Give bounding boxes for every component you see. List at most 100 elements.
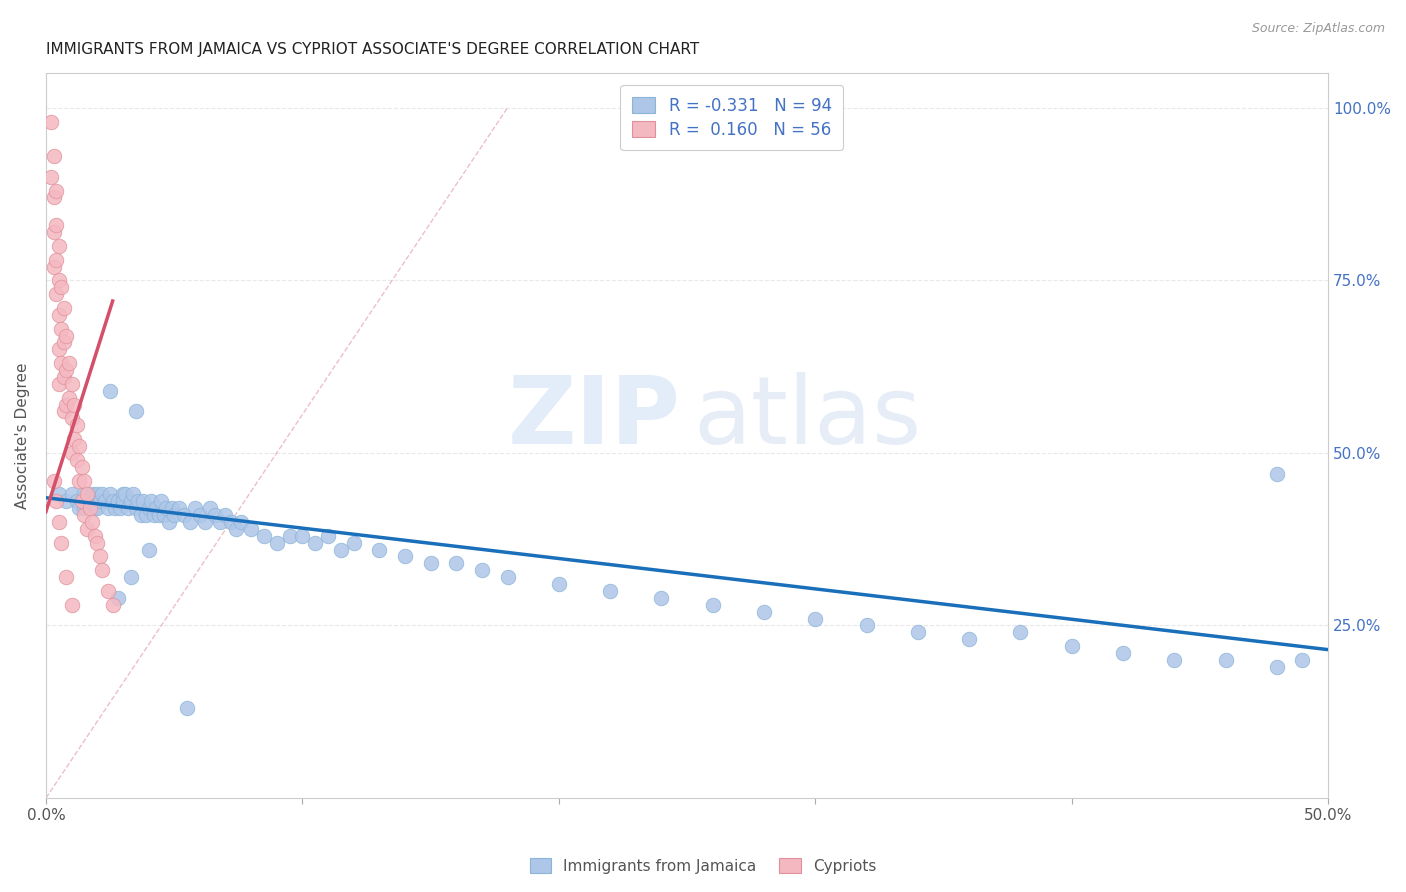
Point	[368, 542, 391, 557]
Point	[150, 494, 173, 508]
Point	[163, 508, 186, 522]
Point	[343, 535, 366, 549]
Legend: R = -0.331   N = 94, R =  0.160   N = 56: R = -0.331 N = 94, R = 0.160 N = 56	[620, 85, 844, 151]
Point	[110, 501, 132, 516]
Point	[82, 515, 104, 529]
Point	[122, 487, 145, 501]
Point	[63, 398, 86, 412]
Point	[855, 618, 877, 632]
Point	[183, 501, 205, 516]
Point	[52, 335, 75, 350]
Point	[52, 301, 75, 315]
Point	[55, 494, 77, 508]
Point	[39, 169, 62, 184]
Text: atlas: atlas	[693, 371, 922, 464]
Point	[120, 494, 142, 508]
Point	[48, 308, 70, 322]
Text: ZIP: ZIP	[508, 371, 681, 464]
Point	[48, 487, 70, 501]
Point	[907, 625, 929, 640]
Point	[111, 494, 134, 508]
Point	[957, 632, 980, 647]
Point	[155, 501, 177, 516]
Point	[153, 508, 176, 522]
Point	[66, 452, 89, 467]
Point	[127, 494, 149, 508]
Point	[89, 494, 111, 508]
Point	[73, 508, 96, 522]
Point	[45, 184, 67, 198]
Point	[73, 487, 96, 501]
Point	[117, 501, 139, 516]
Point	[42, 225, 65, 239]
Point	[198, 501, 221, 516]
Point	[52, 404, 75, 418]
Point	[73, 474, 96, 488]
Point	[60, 446, 83, 460]
Point	[94, 494, 117, 508]
Point	[145, 501, 167, 516]
Point	[129, 508, 152, 522]
Point	[1265, 467, 1288, 481]
Point	[48, 376, 70, 391]
Text: IMMIGRANTS FROM JAMAICA VS CYPRIOT ASSOCIATE'S DEGREE CORRELATION CHART: IMMIGRANTS FROM JAMAICA VS CYPRIOT ASSOC…	[46, 42, 699, 57]
Point	[120, 570, 142, 584]
Point	[91, 563, 114, 577]
Point	[1215, 653, 1237, 667]
Point	[316, 529, 339, 543]
Point	[104, 501, 127, 516]
Point	[394, 549, 416, 564]
Point	[1291, 653, 1313, 667]
Point	[253, 529, 276, 543]
Point	[650, 591, 672, 605]
Point	[138, 501, 160, 516]
Point	[229, 515, 252, 529]
Point	[52, 370, 75, 384]
Point	[1163, 653, 1185, 667]
Point	[42, 190, 65, 204]
Point	[83, 501, 105, 516]
Point	[148, 508, 170, 522]
Point	[1112, 646, 1135, 660]
Point	[139, 494, 162, 508]
Point	[209, 515, 232, 529]
Point	[471, 563, 494, 577]
Point	[55, 328, 77, 343]
Point	[98, 384, 121, 398]
Point	[58, 391, 80, 405]
Point	[60, 487, 83, 501]
Point	[42, 149, 65, 163]
Point	[547, 577, 569, 591]
Point	[39, 114, 62, 128]
Point	[73, 501, 96, 516]
Point	[179, 515, 201, 529]
Legend: Immigrants from Jamaica, Cypriots: Immigrants from Jamaica, Cypriots	[523, 852, 883, 880]
Point	[219, 515, 242, 529]
Point	[125, 501, 148, 516]
Point	[214, 508, 236, 522]
Point	[101, 598, 124, 612]
Point	[67, 474, 90, 488]
Point	[291, 529, 314, 543]
Point	[45, 252, 67, 267]
Point	[48, 273, 70, 287]
Point	[67, 501, 90, 516]
Point	[70, 459, 93, 474]
Point	[51, 321, 73, 335]
Point	[176, 701, 198, 715]
Point	[446, 557, 468, 571]
Point	[804, 611, 827, 625]
Point	[45, 218, 67, 232]
Point	[107, 494, 129, 508]
Point	[169, 501, 191, 516]
Point	[752, 605, 775, 619]
Point	[160, 501, 183, 516]
Point	[419, 557, 441, 571]
Point	[125, 404, 148, 418]
Point	[1060, 639, 1083, 653]
Point	[55, 398, 77, 412]
Point	[45, 287, 67, 301]
Point	[48, 239, 70, 253]
Point	[107, 591, 129, 605]
Point	[278, 529, 301, 543]
